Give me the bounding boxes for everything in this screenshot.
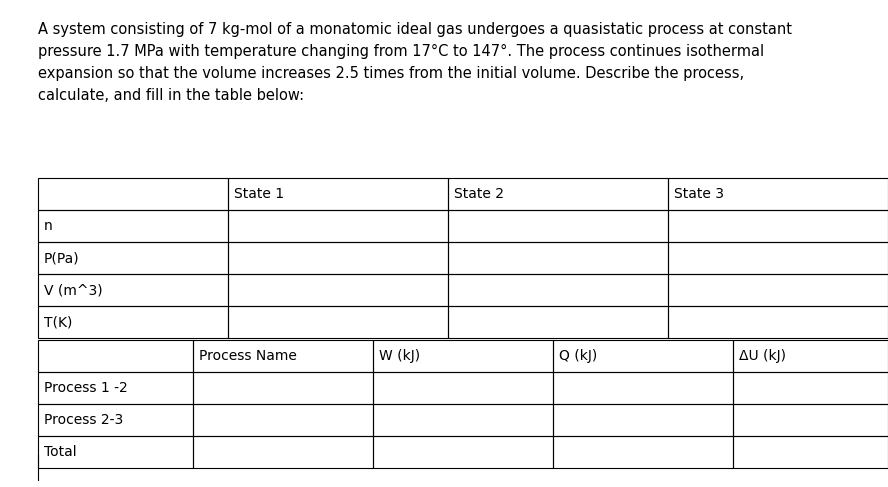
Bar	[38, 274, 228, 306]
Text: n: n	[44, 219, 52, 233]
Bar	[553, 404, 733, 436]
Bar	[193, 436, 373, 468]
Bar	[228, 274, 448, 306]
Text: pressure 1.7 MPa with temperature changing from 17°C to 147°. The process contin: pressure 1.7 MPa with temperature changi…	[38, 44, 765, 59]
Bar	[448, 178, 668, 210]
Bar	[668, 274, 888, 306]
Bar	[448, 210, 668, 242]
Bar	[668, 306, 888, 338]
Bar	[553, 436, 733, 468]
Bar	[733, 340, 888, 372]
Text: T(K): T(K)	[44, 315, 73, 329]
Text: Total: Total	[44, 445, 76, 459]
Text: ΔU (kJ): ΔU (kJ)	[739, 349, 786, 363]
Bar	[373, 404, 553, 436]
Text: calculate, and fill in the table below:: calculate, and fill in the table below:	[38, 88, 304, 103]
Text: State 2: State 2	[454, 187, 504, 201]
Bar	[193, 404, 373, 436]
Bar	[668, 242, 888, 274]
Bar	[448, 306, 668, 338]
Bar	[193, 340, 373, 372]
Bar	[38, 340, 193, 372]
Bar	[668, 178, 888, 210]
Text: A system consisting of 7 kg-mol of a monatomic ideal gas undergoes a quasistatic: A system consisting of 7 kg-mol of a mon…	[38, 22, 792, 37]
Bar	[228, 210, 448, 242]
Bar	[38, 242, 228, 274]
Bar	[448, 242, 668, 274]
Bar	[38, 436, 193, 468]
Bar	[38, 306, 228, 338]
Bar	[373, 436, 553, 468]
Text: Process 2-3: Process 2-3	[44, 413, 123, 427]
Bar	[448, 274, 668, 306]
Bar	[38, 210, 228, 242]
Bar	[228, 242, 448, 274]
Text: State 3: State 3	[674, 187, 724, 201]
Text: V (m^3): V (m^3)	[44, 283, 103, 297]
Bar	[228, 178, 448, 210]
Bar	[373, 340, 553, 372]
Bar	[553, 340, 733, 372]
Bar	[733, 404, 888, 436]
Text: P(Pa): P(Pa)	[44, 251, 80, 265]
Bar	[38, 404, 193, 436]
Text: State 1: State 1	[234, 187, 284, 201]
Text: expansion so that the volume increases 2.5 times from the initial volume. Descri: expansion so that the volume increases 2…	[38, 66, 744, 81]
Bar	[373, 372, 553, 404]
Bar	[193, 372, 373, 404]
Bar	[553, 372, 733, 404]
Text: Q (kJ): Q (kJ)	[559, 349, 598, 363]
Bar	[668, 210, 888, 242]
Text: W (kJ): W (kJ)	[379, 349, 420, 363]
Bar	[228, 306, 448, 338]
Bar	[38, 178, 228, 210]
Bar	[733, 436, 888, 468]
Text: Process Name: Process Name	[199, 349, 297, 363]
Bar	[38, 372, 193, 404]
Text: Process 1 -2: Process 1 -2	[44, 381, 128, 395]
Bar	[733, 372, 888, 404]
